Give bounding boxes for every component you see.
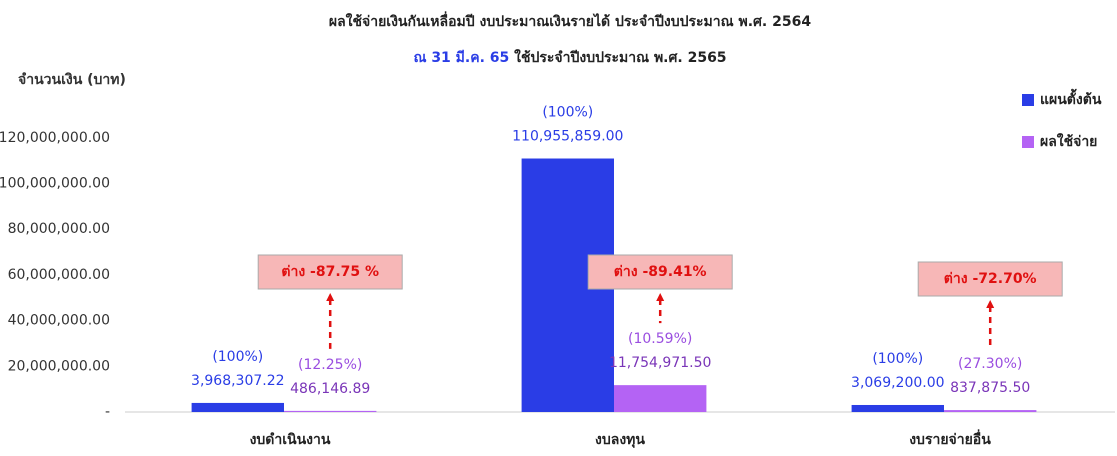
value-label: 11,754,971.50 — [609, 355, 711, 371]
y-tick-label: 20,000,000.00 — [8, 358, 110, 374]
annotation-box — [587, 254, 733, 290]
arrow-head — [656, 293, 665, 301]
subtitle-date: ณ 31 มี.ค. 65 — [413, 50, 509, 66]
annotation-box — [917, 261, 1063, 297]
legend-label: แผนตั้งต้น — [1040, 88, 1102, 108]
legend-swatch — [1022, 136, 1034, 148]
bar — [284, 410, 377, 412]
value-label: 110,955,859.00 — [512, 129, 623, 145]
bar — [944, 410, 1037, 412]
y-axis-label: จำนวนเงิน (บาท) — [18, 72, 126, 88]
legend-label: ผลใช้จ่าย — [1040, 132, 1097, 150]
bar — [191, 402, 284, 412]
percent-label: (100%) — [212, 349, 263, 365]
percent-label: (12.25%) — [298, 357, 362, 373]
value-label: 837,875.50 — [950, 380, 1030, 396]
annotation-box — [257, 254, 403, 290]
y-tick-label: 100,000,000.00 — [0, 176, 110, 192]
arrow-head — [986, 300, 995, 308]
annotation-text: ต่าง -89.41% — [614, 264, 707, 280]
bar — [614, 385, 707, 412]
x-tick-label: งบลงทุน — [595, 432, 645, 448]
annotation-text: ต่าง -87.75 % — [281, 264, 379, 280]
y-tick-label: 80,000,000.00 — [8, 221, 110, 237]
y-tick-label: 120,000,000.00 — [0, 130, 110, 146]
subtitle-text: ใช้ประจำปีงบประมาณ พ.ศ. 2565 — [514, 48, 726, 66]
percent-label: (100%) — [542, 105, 593, 121]
chart-title: ผลใช้จ่ายเงินกันเหลื่อมปี งบประมาณเงินรา… — [329, 11, 811, 30]
value-label: 486,146.89 — [290, 381, 370, 397]
annotation-text: ต่าง -72.70% — [944, 271, 1037, 287]
bar — [851, 404, 944, 412]
chart-subtitle: ณ 31 มี.ค. 65 ใช้ประจำปีงบประมาณ พ.ศ. 25… — [413, 48, 726, 66]
percent-label: (27.30%) — [958, 356, 1022, 372]
arrow-head — [326, 293, 335, 301]
value-label: 3,069,200.00 — [851, 375, 945, 391]
y-tick-label: 60,000,000.00 — [8, 267, 110, 283]
percent-label: (10.59%) — [628, 331, 692, 347]
percent-label: (100%) — [872, 351, 923, 367]
y-tick-label: - — [105, 404, 110, 420]
x-tick-label: งบดำเนินงาน — [250, 432, 331, 448]
x-tick-label: งบรายจ่ายอื่น — [909, 429, 991, 448]
value-label: 3,968,307.22 — [191, 373, 285, 389]
y-tick-label: 40,000,000.00 — [8, 313, 110, 329]
legend-swatch — [1022, 94, 1034, 106]
